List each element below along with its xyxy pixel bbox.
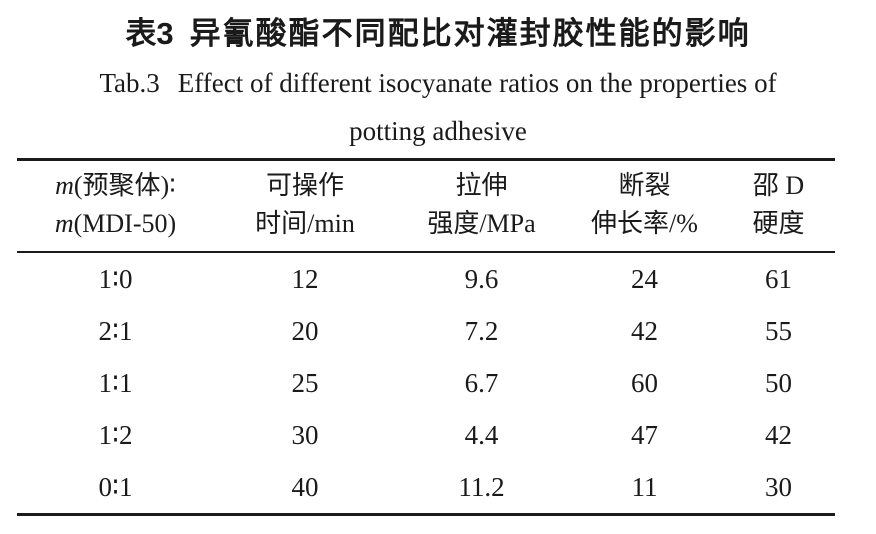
header-text: (MDI-50)	[73, 209, 177, 238]
cell-hardness: 30	[765, 471, 792, 502]
cell-hardness: 42	[765, 419, 792, 450]
cell-operating-time: 12	[291, 263, 319, 294]
header-line: 邵 D	[752, 171, 805, 200]
cell-elongation: 42	[631, 315, 658, 346]
col-header-elongation-at-break: 断裂 伸长率/%	[567, 160, 722, 253]
cell-elongation: 60	[631, 367, 658, 398]
header-line: 可操作	[265, 171, 344, 200]
cell-hardness: 61	[765, 263, 792, 294]
cell-ratio: 1∶2	[98, 419, 133, 450]
table-title-en-line1: Tab.3 Effect of different isocyanate rati…	[0, 63, 876, 103]
table-row: 2∶1 20 7.2 42 55	[17, 305, 835, 357]
col-header-operating-time: 可操作 时间/min	[214, 160, 396, 253]
table-body: 1∶0 12 9.6 24 61 2∶1 20 7.2 42 55 1∶1 25…	[17, 252, 835, 515]
cell-operating-time: 40	[291, 471, 319, 502]
header-line: 强度/MPa	[427, 209, 536, 238]
cell-ratio: 0∶1	[98, 471, 133, 502]
cell-elongation: 47	[631, 419, 658, 450]
table-title-zh-text: 异氰酸酯不同配比对灌封胶性能的影响	[189, 16, 751, 51]
cell-tensile-strength: 4.4	[464, 419, 499, 450]
table-number-zh: 表3	[125, 16, 174, 51]
cell-tensile-strength: 6.7	[464, 367, 499, 398]
cell-operating-time: 30	[291, 419, 319, 450]
cell-tensile-strength: 9.6	[464, 263, 499, 294]
properties-table: m(预聚体)∶ m(MDI-50) 可操作 时间/min 拉伸 强度/MPa 断…	[17, 158, 835, 516]
cell-tensile-strength: 7.2	[464, 315, 499, 346]
header-text: (预聚体)∶	[73, 171, 176, 200]
header-row: m(预聚体)∶ m(MDI-50) 可操作 时间/min 拉伸 强度/MPa 断…	[17, 160, 835, 253]
table-row: 1∶2 30 4.4 47 42	[17, 409, 835, 461]
col-header-tensile-strength: 拉伸 强度/MPa	[396, 160, 567, 253]
cell-hardness: 55	[765, 315, 792, 346]
table-row: 1∶0 12 9.6 24 61	[17, 252, 835, 305]
header-line: m(预聚体)∶	[17, 167, 214, 205]
table-number-en: Tab.3	[99, 68, 160, 98]
cell-ratio: 1∶1	[98, 367, 133, 398]
cell-tensile-strength: 11.2	[458, 471, 505, 502]
cell-ratio: 1∶0	[98, 263, 133, 294]
header-line: m(MDI-50)	[17, 205, 214, 243]
col-header-mass-ratio: m(预聚体)∶ m(MDI-50)	[17, 160, 214, 253]
cell-elongation: 11	[631, 471, 658, 502]
table-row: 1∶1 25 6.7 60 50	[17, 357, 835, 409]
table-head: m(预聚体)∶ m(MDI-50) 可操作 时间/min 拉伸 强度/MPa 断…	[17, 160, 835, 253]
table-title-en-line2: potting adhesive	[349, 116, 527, 146]
variable-m: m	[55, 171, 74, 200]
table-title-zh: 表3 异氰酸酯不同配比对灌封胶性能的影响	[0, 0, 876, 55]
header-line: 拉伸	[455, 171, 508, 200]
cell-operating-time: 25	[291, 367, 319, 398]
header-line: 硬度	[752, 209, 805, 238]
cell-elongation: 24	[631, 263, 658, 294]
table-row: 0∶1 40 11.2 11 30	[17, 461, 835, 515]
cell-hardness: 50	[765, 367, 792, 398]
header-line: 时间/min	[255, 209, 355, 238]
cell-operating-time: 20	[291, 315, 319, 346]
cell-ratio: 2∶1	[98, 315, 133, 346]
variable-m: m	[54, 209, 74, 238]
col-header-shore-d-hardness: 邵 D 硬度	[722, 160, 835, 253]
header-line: 伸长率/%	[591, 209, 698, 238]
header-line: 断裂	[618, 171, 671, 200]
table-title-en-text: Effect of different isocyanate ratios on…	[177, 68, 777, 98]
